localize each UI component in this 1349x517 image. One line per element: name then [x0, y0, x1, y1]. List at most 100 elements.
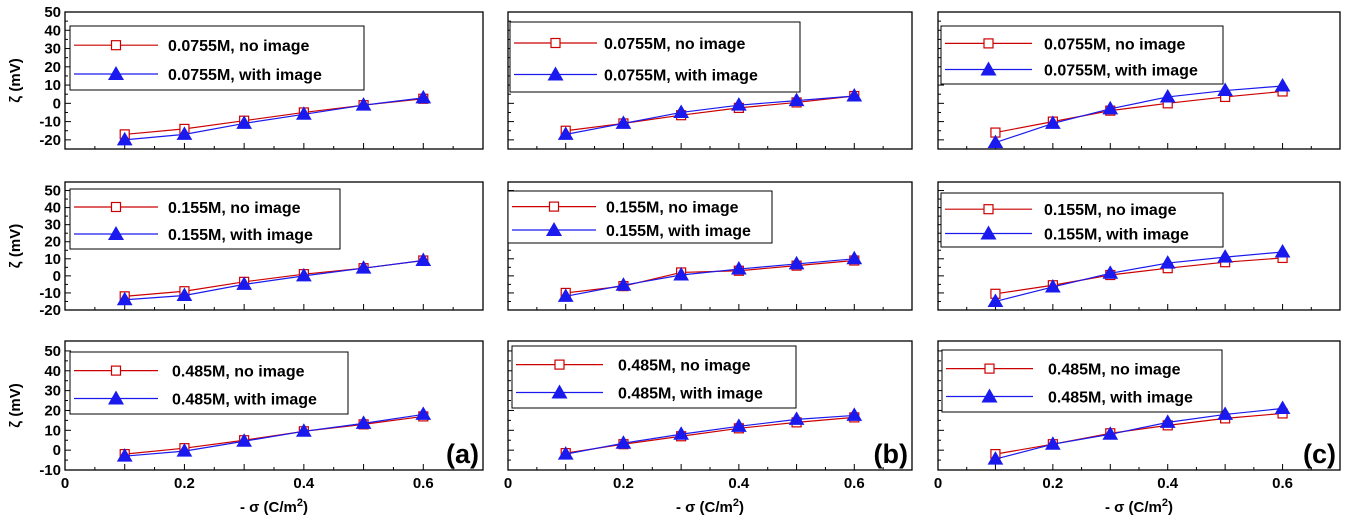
y-axis-label: ζ (mV) — [7, 58, 24, 102]
y-tick-label: 10 — [44, 251, 61, 268]
legend-label: 0.485M, no image — [618, 358, 751, 375]
legend-label: 0.0755M, with image — [168, 67, 322, 84]
series-line-no-image — [124, 98, 424, 135]
y-tick-label: -10 — [39, 285, 61, 302]
data-point-triangle — [1102, 265, 1119, 279]
data-point-triangle — [236, 433, 253, 447]
data-point-triangle — [846, 407, 863, 421]
panel-label: (c) — [1303, 439, 1336, 469]
data-point-triangle — [1044, 278, 1061, 293]
y-tick-label: 20 — [44, 402, 61, 419]
data-point-triangle — [615, 115, 632, 129]
y-tick-label: 30 — [44, 217, 61, 234]
y-tick-label: 50 — [44, 343, 61, 360]
legend-label: 0.0755M, with image — [1044, 63, 1198, 80]
x-tick-label: 0 — [504, 475, 512, 492]
data-point-triangle — [415, 252, 432, 267]
y-tick-label: 20 — [44, 59, 61, 76]
legend: 0.155M, no image 0.155M, with image — [507, 190, 773, 244]
legend: 0.485M, no image 0.485M, with image — [941, 349, 1223, 413]
legend-label: 0.155M, with image — [168, 227, 313, 244]
series-line-with-image — [124, 97, 424, 141]
y-tick-label: 0 — [53, 95, 61, 112]
series-line-with-image — [565, 414, 855, 455]
data-point-triangle — [730, 418, 747, 432]
data-point-triangle — [236, 115, 253, 129]
y-tick-label: 30 — [44, 41, 61, 58]
x-tick-label: 0.6 — [1272, 475, 1293, 492]
x-tick-label: 0.4 — [293, 475, 315, 492]
series-line-with-image — [565, 258, 855, 297]
data-point-triangle — [1102, 426, 1119, 440]
data-point-triangle — [415, 89, 432, 104]
data-point-triangle — [788, 255, 805, 270]
data-point-triangle — [1159, 255, 1176, 269]
legend: 0.0755M, no image 0.0755M, with image — [940, 25, 1224, 85]
chart-panel-2-row-2: 0.155M, no image 0.155M, with image — [507, 181, 913, 311]
legend: 0.485M, no image 0.485M, with image — [511, 345, 797, 409]
legend-label: 0.155M, with image — [606, 223, 751, 240]
x-axis-label: - σ (C/m2) — [240, 497, 308, 516]
legend: 0.0755M, no image 0.0755M, with image — [509, 21, 801, 93]
legend-label: 0.155M, no image — [168, 200, 301, 217]
x-axis-label: - σ (C/m2) — [676, 497, 744, 516]
legend-marker-square — [110, 201, 122, 213]
series-line-no-image — [995, 257, 1283, 295]
data-point-triangle — [1217, 249, 1234, 263]
legend-label: 0.155M, no image — [1044, 202, 1177, 219]
series-line-no-image — [565, 416, 855, 454]
legend-marker-square — [550, 37, 561, 49]
data-point-triangle — [846, 88, 863, 102]
data-point-triangle — [415, 406, 432, 420]
data-point-triangle — [987, 293, 1004, 307]
series-line-no-image — [995, 90, 1283, 134]
legend-label: 0.0755M, no image — [1044, 36, 1185, 53]
data-point-triangle — [730, 97, 747, 111]
legend: 0.155M, no image 0.155M, with image — [69, 188, 341, 250]
data-point-triangle — [116, 131, 133, 146]
data-point-triangle — [1217, 406, 1234, 420]
x-tick-label: 0 — [61, 475, 69, 492]
y-tick-label: 40 — [44, 22, 61, 39]
legend-marker-triangle — [546, 222, 562, 236]
chart-panel-2-row-1: 0.0755M, no image 0.0755M, with image — [507, 11, 913, 150]
series-line-no-image — [124, 415, 424, 455]
legend-marker-square — [983, 204, 994, 215]
legend-label: 0.0755M, with image — [604, 68, 758, 85]
data-point-triangle — [788, 411, 805, 425]
series-line-with-image — [124, 413, 424, 457]
y-tick-label: 40 — [44, 200, 61, 217]
y-axis-label: ζ (mV) — [7, 383, 24, 427]
legend-marker-square — [110, 365, 122, 376]
legend-marker-square — [983, 38, 994, 49]
legend-label: 0.485M, no image — [172, 364, 305, 381]
data-point-triangle — [116, 448, 133, 462]
data-point-triangle — [1044, 115, 1061, 129]
x-tick-label: 0 — [934, 475, 942, 492]
y-tick-label: -10 — [39, 462, 61, 479]
data-point-triangle — [788, 92, 805, 107]
series-line-with-image — [995, 85, 1283, 144]
data-point-triangle — [1159, 414, 1176, 428]
legend-label: 0.0755M, no image — [604, 36, 745, 53]
legend-marker-square — [984, 363, 995, 374]
legend-marker-square — [548, 201, 560, 212]
series-line-no-image — [995, 412, 1283, 455]
y-tick-label: 50 — [44, 183, 61, 200]
chart-panel-3-row-3: 0 0.2 0.4 0.6- σ (C/m2)0.485M, no image0.48… — [934, 340, 1341, 516]
data-point-triangle — [355, 415, 372, 429]
data-point-triangle — [1274, 400, 1291, 414]
x-tick-label: 0.2 — [613, 475, 634, 492]
x-tick-label: 0.2 — [1042, 475, 1063, 492]
y-axis-label: ζ (mV) — [7, 224, 24, 268]
data-point-triangle — [176, 287, 193, 301]
legend-marker-square — [554, 359, 565, 370]
data-point-triangle — [1159, 88, 1176, 103]
y-tick-label: 0 — [53, 268, 61, 285]
data-point-triangle — [116, 291, 133, 306]
data-point-triangle — [557, 446, 574, 460]
data-point-triangle — [1274, 243, 1291, 258]
series-line-with-image — [995, 251, 1283, 303]
x-tick-label: 0.6 — [413, 475, 434, 492]
